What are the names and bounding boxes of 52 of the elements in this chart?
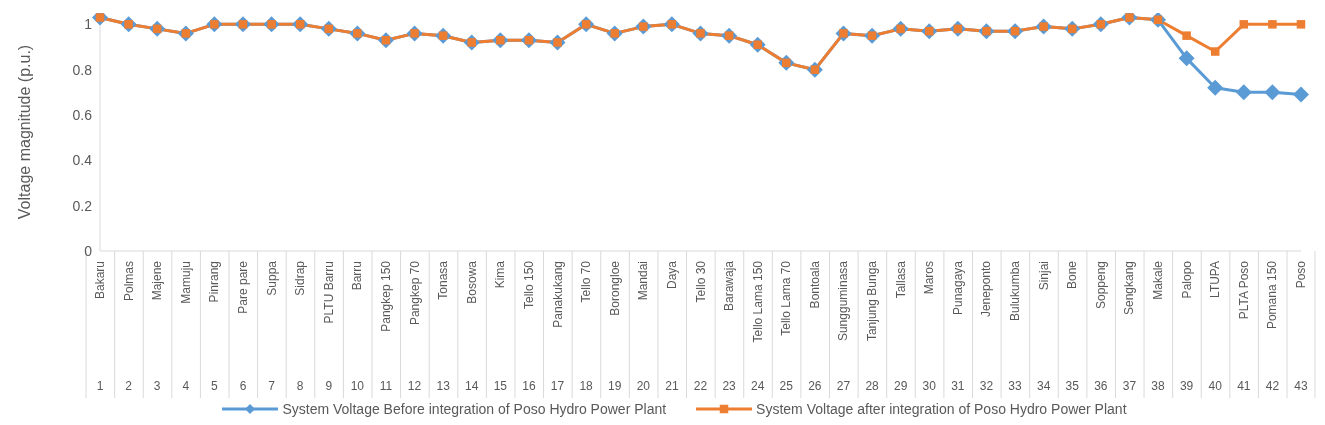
category-label: Mandai 20 <box>636 261 651 393</box>
y-tick-label: 0.6 <box>72 106 93 123</box>
y-tick-label: 0 <box>84 242 93 259</box>
y-tick-label: 0.2 <box>72 197 93 214</box>
category-label: Bulukumba 33 <box>1008 261 1023 393</box>
legend-label: System Voltage after integration of Poso Hydro Power Plant <box>756 401 1127 417</box>
category-label: Bone 35 <box>1065 261 1080 393</box>
category-label: Polmas 2 <box>121 261 136 393</box>
category-label: Tanjung Bunga 28 <box>865 261 880 393</box>
category-label: Sengkang 37 <box>1122 261 1137 393</box>
y-tick-label: 0.4 <box>72 152 93 169</box>
category-label: Poso 43 <box>1294 261 1308 393</box>
category-label: Pomana 150 42 <box>1265 261 1280 393</box>
y-tick-label: 0.8 <box>72 61 93 78</box>
category-label: Bakaru 1 <box>93 261 107 393</box>
category-label: LTUPA 40 <box>1208 261 1223 393</box>
category-label: Tello Lama 150 24 <box>750 261 765 393</box>
category-label: Sidrap 8 <box>293 261 308 393</box>
category-label: Makale 38 <box>1151 261 1166 393</box>
category-label: Soppeng 36 <box>1093 261 1108 393</box>
category-label: Tallasa 29 <box>893 261 908 393</box>
y-tick-label: 1 <box>84 16 93 33</box>
category-label: Tello 30 22 <box>693 261 708 393</box>
category-label: Jeneponto 32 <box>979 261 994 393</box>
category-label: Barawaja 23 <box>722 261 737 393</box>
category-label: Tonasa 13 <box>436 261 451 393</box>
category-label: Sungguminasa 27 <box>836 261 851 393</box>
category-label: Barru 10 <box>350 261 365 393</box>
category-label: Maros 30 <box>922 261 937 393</box>
category-label: Mamuju 4 <box>178 261 193 393</box>
legend-label: System Voltage Before integration of Poso Hydro Power Plant <box>282 401 667 417</box>
category-label: Tello 150 16 <box>521 261 536 393</box>
category-label: Borongloe 19 <box>607 261 622 393</box>
category-label: Pare pare 6 <box>235 261 250 393</box>
category-label: PLTU Barru 9 <box>321 261 336 393</box>
category-label: Tello Lama 70 25 <box>779 261 794 393</box>
category-label: Pangkep 70 12 <box>407 261 422 393</box>
category-label: Bontoala 26 <box>807 261 822 393</box>
category-label: Bosowa 14 <box>464 261 479 393</box>
category-label: PLTA Poso 41 <box>1236 261 1251 393</box>
category-label: Suppa 7 <box>264 261 279 393</box>
category-label: Punagaya 31 <box>950 261 965 393</box>
category-label: Sinjai 34 <box>1036 261 1051 393</box>
category-label: Kima 15 <box>493 261 508 393</box>
category-label: Palopo 39 <box>1179 261 1194 393</box>
category-label: Tello 70 18 <box>579 261 594 393</box>
category-label: Daya 21 <box>664 261 679 393</box>
category-label: Panakukang 17 <box>550 261 565 393</box>
y-axis-title: Voltage magnitude (p.u.) <box>16 44 33 220</box>
category-label: Pinrang 5 <box>207 261 222 393</box>
category-label: Pangkep 150 11 <box>378 261 393 393</box>
category-label: Majene 3 <box>150 261 165 393</box>
